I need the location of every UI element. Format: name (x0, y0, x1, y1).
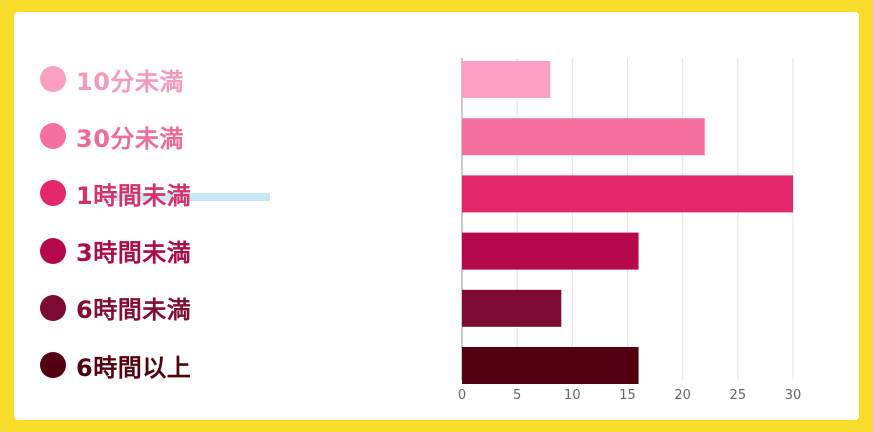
x-tick-label: 5 (513, 388, 521, 403)
bar (462, 232, 639, 270)
legend-label: 6時間未満 (76, 296, 192, 325)
grid-lines (461, 58, 794, 380)
bar (462, 118, 705, 156)
x-tick-label: 25 (730, 388, 747, 403)
legend-dot-icon (40, 237, 66, 264)
marker-highlight (108, 193, 270, 201)
legend-item: 3時間未満 (40, 231, 191, 271)
legend-label: 30分未満 (76, 124, 184, 153)
x-tick-label: 0 (458, 388, 466, 403)
bar (462, 289, 562, 327)
legend-label: 10分未満 (76, 67, 184, 96)
legend-label: 3時間未満 (76, 239, 192, 268)
legend-item: 6時間未満 (40, 288, 191, 328)
bar (462, 347, 639, 384)
legend-item: 30分未満 (40, 116, 184, 156)
legend-item: 6時間以上 (40, 345, 191, 385)
x-tick-labels: 0 5 10 15 20 25 30 (458, 388, 801, 403)
legend-item: 10分未満 (40, 59, 184, 99)
bar (462, 175, 793, 213)
legend-dot-icon (40, 180, 66, 207)
legend-item: 1時間未満 (40, 173, 191, 213)
legend-dot-icon (40, 123, 66, 150)
bar (462, 61, 551, 98)
legend-dot-icon (40, 294, 66, 321)
legend-dot-icon (40, 352, 66, 378)
x-tick-label: 10 (564, 388, 581, 403)
x-tick-label: 20 (674, 388, 691, 403)
legend-label: 6時間以上 (76, 353, 192, 382)
x-tick-label: 15 (619, 388, 636, 403)
legend-dot-icon (40, 66, 66, 92)
chart-card (14, 12, 859, 420)
legend-label: 1時間未満 (76, 181, 192, 210)
x-tick-label: 30 (785, 388, 802, 403)
bars (462, 61, 793, 384)
